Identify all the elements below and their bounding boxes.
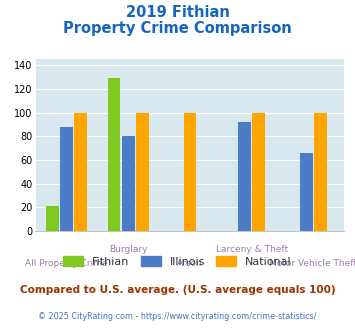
Bar	[46, 206, 59, 231]
Text: All Property Crime: All Property Crime	[25, 259, 108, 268]
Bar	[184, 113, 196, 231]
Text: © 2025 CityRating.com - https://www.cityrating.com/crime-statistics/: © 2025 CityRating.com - https://www.city…	[38, 312, 317, 321]
Legend: Fithian, Illinois, National: Fithian, Illinois, National	[59, 251, 296, 271]
Bar	[252, 113, 265, 231]
Text: Property Crime Comparison: Property Crime Comparison	[63, 21, 292, 36]
Text: Motor Vehicle Theft: Motor Vehicle Theft	[269, 259, 355, 268]
Text: 2019 Fithian: 2019 Fithian	[126, 5, 229, 20]
Bar	[136, 113, 149, 231]
Bar	[300, 153, 313, 231]
Bar	[122, 136, 135, 231]
Bar	[60, 127, 73, 231]
Text: Compared to U.S. average. (U.S. average equals 100): Compared to U.S. average. (U.S. average …	[20, 285, 335, 295]
Bar	[108, 78, 120, 231]
Text: Larceny & Theft: Larceny & Theft	[215, 245, 288, 254]
Text: Burglary: Burglary	[109, 245, 147, 254]
Bar	[74, 113, 87, 231]
Text: Arson: Arson	[177, 259, 203, 268]
Bar	[238, 122, 251, 231]
Bar	[314, 113, 327, 231]
